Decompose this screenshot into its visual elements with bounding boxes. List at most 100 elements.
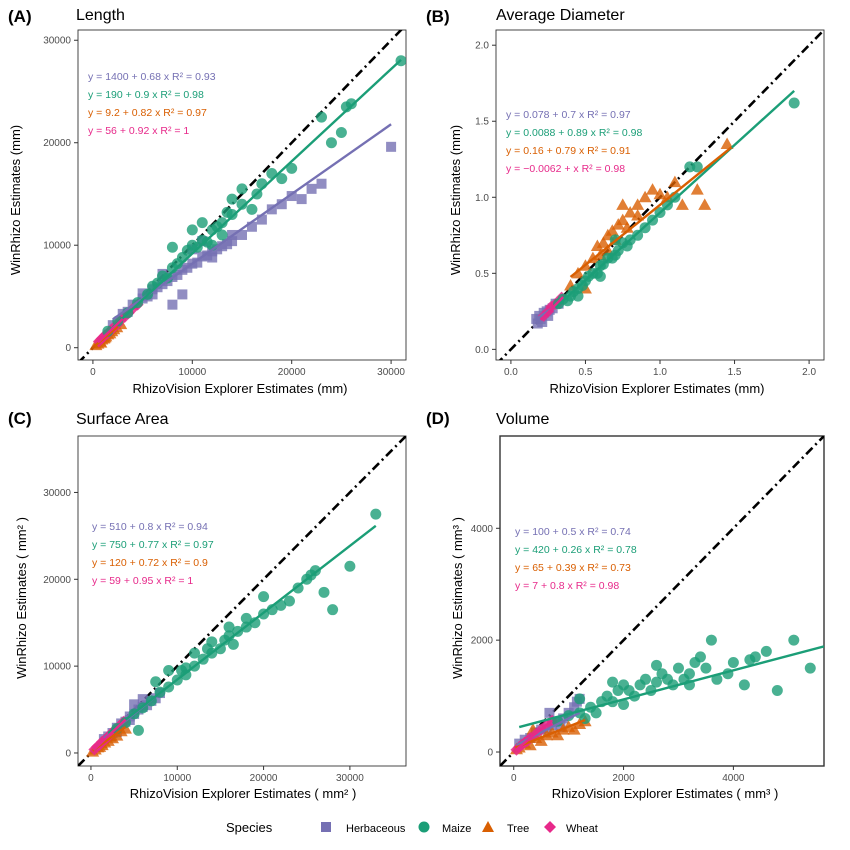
x-axis-label: RhizoVision Explorer Estimates (mm) [549, 381, 764, 396]
data-point-maize [216, 217, 228, 229]
data-point-maize [186, 224, 198, 236]
x-tick-label: 20000 [250, 773, 278, 784]
regression-equation: y = 420 + 0.26 x R² = 0.78 [515, 544, 637, 556]
data-point-maize [788, 97, 800, 109]
data-point-maize [249, 617, 261, 629]
data-point-maize [214, 643, 226, 655]
data-point-herbaceous [167, 299, 178, 310]
y-tick-label: 0 [65, 343, 71, 354]
plot-area [498, 30, 824, 360]
panel-label: (A) [8, 7, 32, 26]
regression-equation: y = 0.078 + 0.7 x R² = 0.97 [506, 109, 631, 121]
data-point-tree [616, 213, 630, 226]
legend-swatch-diamond [544, 821, 556, 833]
regression-equation: y = 65 + 0.39 x R² = 0.73 [515, 562, 631, 574]
legend-item-herbaceous: Herbaceous [321, 822, 406, 835]
y-tick-label: 20000 [43, 575, 71, 586]
data-point-maize [607, 676, 619, 688]
data-point-maize [691, 161, 703, 173]
x-tick-label: 10000 [163, 773, 191, 784]
data-point-tree [690, 183, 704, 195]
data-point-maize [760, 645, 772, 657]
data-point-herbaceous [246, 221, 257, 232]
data-point-maize [700, 662, 712, 674]
data-point-tree [653, 187, 667, 200]
data-point-maize [196, 217, 208, 229]
data-point-maize [283, 595, 295, 607]
data-point-maize [651, 659, 663, 671]
x-axis-label: RhizoVision Explorer Estimates (mm) [132, 381, 347, 396]
y-tick-label: 10000 [43, 241, 71, 252]
x-tick-label: 1.0 [653, 367, 667, 378]
data-point-tree [698, 198, 712, 210]
data-point-maize [370, 508, 382, 520]
data-point-herbaceous [192, 257, 203, 268]
data-point-maize [640, 673, 652, 685]
legend-item-tree: Tree [482, 821, 529, 835]
data-point-maize [223, 621, 235, 633]
y-tick-label: 1.5 [475, 117, 489, 128]
data-point-tree [720, 137, 734, 150]
data-point-herbaceous [137, 694, 148, 705]
panel-label: (B) [426, 7, 450, 26]
data-point-tree [631, 209, 645, 221]
data-point-maize [683, 668, 695, 680]
legend-label: Maize [442, 823, 471, 835]
panel-label: (C) [8, 409, 32, 428]
y-axis-label: WinRhizo Estimates ( mm³ ) [450, 517, 465, 679]
data-point-tree [675, 198, 689, 210]
fit-line-maize [111, 58, 402, 329]
y-tick-label: 1.0 [475, 193, 489, 204]
data-point-maize [318, 586, 330, 598]
x-tick-label: 1.5 [728, 367, 742, 378]
regression-equation: y = 1400 + 0.68 x R² = 0.93 [88, 71, 216, 83]
regression-equation: y = 56 + 0.92 x R² = 1 [88, 125, 189, 137]
fit-line-maize [554, 89, 795, 309]
x-tick-label: 30000 [377, 367, 405, 378]
data-point-maize [201, 643, 213, 655]
panel-volume: (D) Volume RhizoVision Explorer Estimate… [426, 409, 825, 801]
x-tick-label: 2.0 [802, 367, 816, 378]
data-point-maize [236, 183, 248, 195]
fit-line-wheat [539, 296, 564, 321]
data-point-maize [325, 137, 337, 149]
data-point-herbaceous [177, 289, 188, 300]
data-point-maize [572, 290, 584, 302]
data-point-herbaceous [207, 252, 218, 263]
data-point-herbaceous [237, 229, 247, 240]
y-tick-label: 0.5 [475, 269, 489, 280]
regression-equation: y = 510 + 0.8 x R² = 0.94 [92, 521, 208, 533]
data-point-herbaceous [306, 183, 317, 194]
data-point-maize [744, 654, 756, 666]
regression-equation: y = 7 + 0.8 x R² = 0.98 [515, 580, 619, 592]
x-tick-label: 4000 [722, 773, 745, 784]
data-point-maize [226, 208, 238, 220]
data-point-maize [618, 698, 630, 710]
data-point-tree [590, 239, 604, 251]
data-point-maize [672, 662, 684, 674]
plot-area [500, 436, 824, 766]
y-tick-label: 30000 [43, 36, 71, 47]
data-point-tree [571, 266, 585, 279]
regression-equation: y = 0.16 + 0.79 x R² = 0.91 [506, 145, 631, 157]
fit-line-tree [514, 718, 586, 749]
y-tick-label: 10000 [43, 662, 71, 673]
regression-equation: y = 9.2 + 0.82 x R² = 0.97 [88, 107, 207, 119]
data-point-maize [590, 707, 602, 719]
data-point-maize [345, 98, 357, 110]
panel-title: Length [76, 7, 125, 24]
y-axis-label: WinRhizo Estimates (mm) [8, 125, 23, 275]
legend-item-wheat: Wheat [544, 821, 598, 835]
legend-label: Herbaceous [346, 823, 406, 835]
fit-line-wheat [514, 719, 553, 752]
data-point-tree [646, 183, 660, 195]
panel-title: Surface Area [76, 411, 169, 428]
fit-line-tree [569, 146, 733, 278]
legend-title: Species [226, 820, 273, 835]
data-point-tree [668, 175, 682, 188]
regression-equation: y = 120 + 0.72 x R² = 0.9 [92, 557, 208, 569]
data-point-maize [804, 662, 816, 674]
data-point-herbaceous [316, 178, 327, 189]
legend: Species Herbaceous Maize Tree Wheat [226, 820, 598, 835]
